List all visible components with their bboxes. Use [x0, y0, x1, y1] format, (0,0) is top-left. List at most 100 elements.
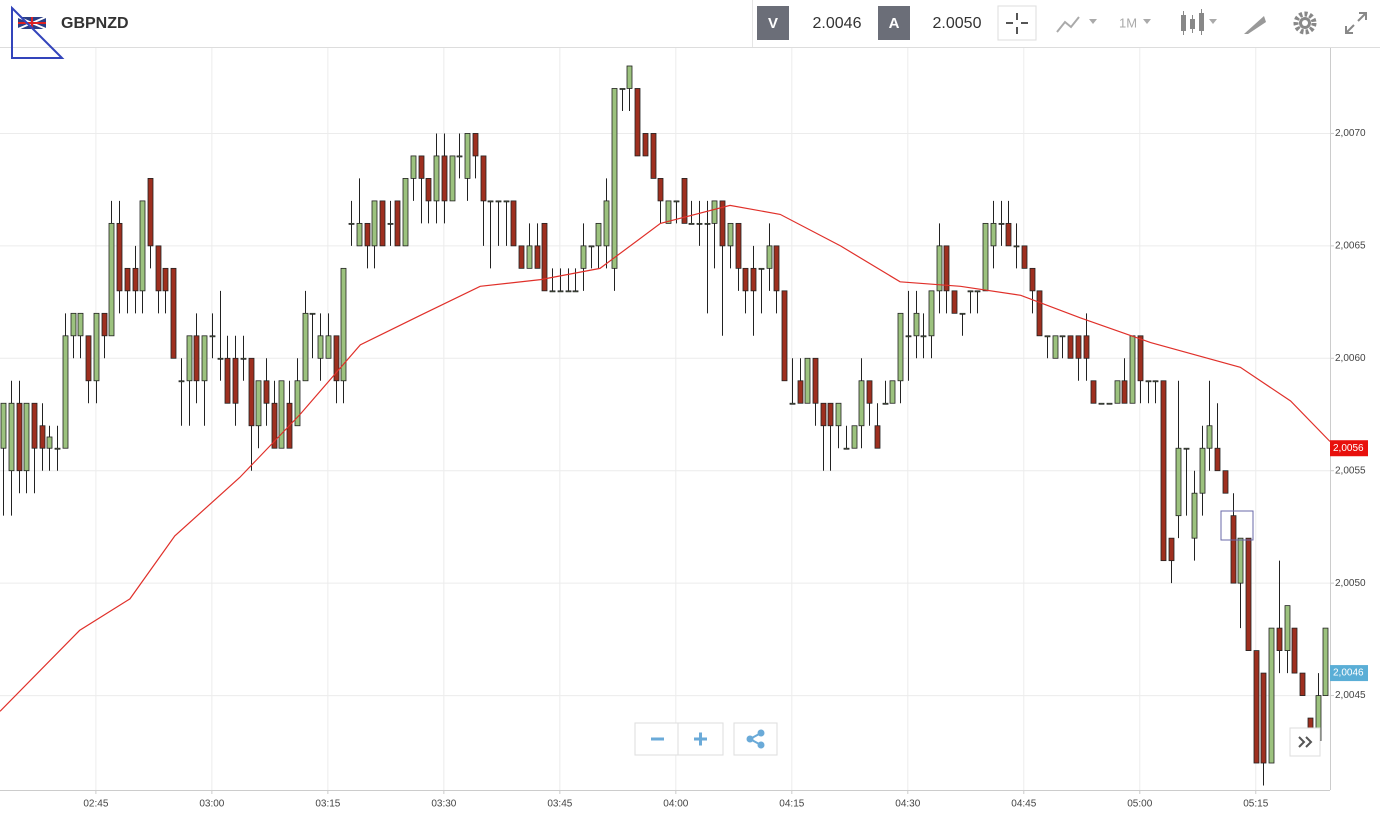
candle-body: [77, 312, 84, 337]
selection-box: [1220, 510, 1254, 541]
x-tick-label: 05:15: [1243, 799, 1268, 810]
candle-body: [1284, 605, 1291, 651]
candle-body: [278, 380, 285, 449]
candle-body: [510, 200, 517, 247]
candle-body: [1260, 672, 1267, 764]
candle-body: [1090, 380, 1097, 404]
candle-body: [178, 380, 185, 383]
candle-body: [1175, 447, 1182, 517]
candle-body: [541, 222, 548, 292]
candle-body: [1121, 380, 1128, 404]
candle-body: [588, 245, 595, 248]
candle-body: [874, 425, 881, 449]
candle-body: [866, 380, 873, 404]
zoom-in-button[interactable]: [677, 722, 724, 756]
candle-body: [271, 402, 278, 449]
candle-body: [936, 245, 943, 292]
candle-body: [1291, 627, 1298, 674]
x-tick-label: 04:45: [1011, 799, 1036, 810]
candle-body: [70, 312, 77, 337]
candle-body: [132, 267, 139, 292]
candle-body: [1245, 537, 1252, 651]
candle-body: [294, 380, 301, 427]
candle-body: [1299, 672, 1306, 696]
scroll-latest-button[interactable]: [1289, 727, 1321, 757]
candle-body: [449, 155, 456, 202]
candle-body: [920, 335, 927, 338]
fullscreen-button[interactable]: [1345, 12, 1367, 34]
candle-body: [1067, 335, 1074, 359]
candle-body: [433, 155, 440, 202]
candle-body: [634, 88, 641, 157]
candle-body: [394, 200, 401, 247]
candle-body: [0, 402, 7, 449]
candle-body: [480, 155, 487, 202]
zoom-out-button[interactable]: [634, 722, 679, 756]
candle-style-button[interactable]: [1181, 9, 1217, 35]
candle-body: [495, 200, 502, 203]
timeframe[interactable]: 1M: [1119, 15, 1137, 30]
candle-body: [1152, 380, 1159, 383]
candle-body: [1191, 492, 1198, 539]
settings-button[interactable]: [1293, 11, 1317, 35]
chart-type-button[interactable]: [1056, 16, 1097, 33]
candle-body: [193, 335, 200, 382]
candle-body: [681, 178, 688, 224]
candle-body: [719, 200, 726, 247]
candle-body: [162, 267, 169, 292]
candle-body: [1253, 650, 1260, 764]
draw-button[interactable]: [1244, 16, 1266, 34]
candle-body: [797, 380, 804, 404]
candle-body: [1145, 380, 1152, 383]
candle-body: [472, 133, 479, 157]
ask-price: 2.0050: [933, 15, 982, 32]
toolbar: [0, 0, 1380, 47]
candle-body: [804, 357, 811, 404]
candle-body: [62, 335, 69, 449]
candle-body: [650, 133, 657, 179]
candle-body: [356, 222, 363, 247]
bid-label: V: [768, 15, 778, 32]
candle-body: [201, 335, 208, 382]
ask-badge[interactable]: [878, 6, 910, 40]
candle-body: [711, 200, 718, 224]
candle-body: [812, 357, 819, 404]
candle-body: [974, 290, 981, 293]
candle-body: [858, 380, 865, 427]
candle-body: [603, 200, 610, 247]
candle-body: [1276, 627, 1283, 651]
x-tick-label: 04:15: [779, 799, 804, 810]
candle-body: [1075, 335, 1082, 359]
candle-body: [905, 335, 912, 338]
candle-body: [116, 222, 123, 292]
candle-body: [526, 245, 533, 269]
candle-body: [565, 290, 572, 293]
candle-body: [913, 312, 920, 337]
candle-body: [998, 222, 1005, 225]
timeframe-caret: [1143, 19, 1151, 24]
candle-body: [217, 357, 224, 360]
candle-body: [1137, 335, 1144, 382]
candle-body: [967, 290, 974, 293]
candle-body: [139, 200, 146, 292]
crosshair-button[interactable]: [997, 5, 1037, 41]
candle-body: [371, 200, 378, 247]
bid-badge[interactable]: [757, 6, 789, 40]
x-tick-label: 03:45: [547, 799, 572, 810]
candle-body: [897, 312, 904, 382]
candle-body: [1160, 380, 1167, 562]
share-button[interactable]: [733, 722, 778, 756]
x-tick-label: 05:00: [1127, 799, 1152, 810]
plot-area: 2,0045 2,0050 2,0055 2,0060 2,0065 2,0070 02:4…: [0, 48, 1366, 810]
candle-body: [410, 155, 417, 179]
candle-body: [1036, 290, 1043, 337]
candle-body: [820, 402, 827, 427]
price-tag: [1330, 440, 1368, 457]
candle-body: [124, 267, 131, 292]
candle-body: [773, 245, 780, 292]
candle-body: [1029, 267, 1036, 292]
candle-body: [1129, 335, 1136, 404]
candle-body: [827, 402, 834, 427]
candle-body: [317, 335, 324, 359]
candle-body: [39, 425, 46, 449]
